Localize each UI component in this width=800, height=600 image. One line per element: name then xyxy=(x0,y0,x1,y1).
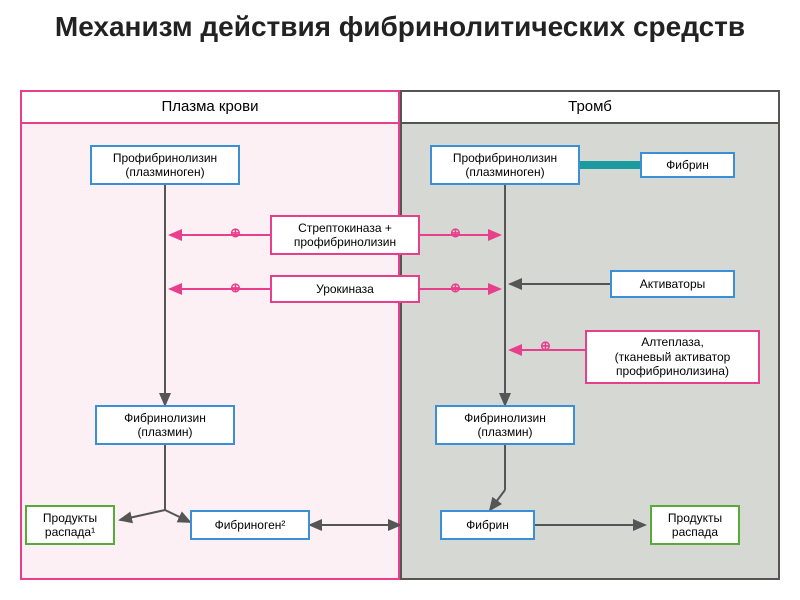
panel-thrombus-header: Тромб xyxy=(402,92,778,124)
node-r_products: Продукты распада xyxy=(650,505,740,545)
plus-mark-0: ⊕ xyxy=(230,225,241,241)
node-strepto: Стрептокиназа + профибринолизин xyxy=(270,215,420,255)
node-r_profib: Профибринолизин (плазминоген) xyxy=(430,145,580,185)
panel-plasma-header: Плазма крови xyxy=(22,92,398,124)
diagram-container: Плазма крови Тромб Профибринолизин (плаз… xyxy=(20,90,780,580)
node-fibrinogen: Фибриноген² xyxy=(190,510,310,540)
node-r_fibrin_top: Фибрин xyxy=(640,152,735,178)
plus-mark-4: ⊕ xyxy=(540,338,551,354)
node-activators: Активаторы xyxy=(610,270,735,298)
node-l_fibrinolysin: Фибринолизин (плазмин) xyxy=(95,405,235,445)
node-urokinase: Урокиназа xyxy=(270,275,420,303)
plus-mark-3: ⊕ xyxy=(450,280,461,296)
page-title: Механизм действия фибринолитических сред… xyxy=(0,0,800,52)
node-l_profib: Профибринолизин (плазминоген) xyxy=(90,145,240,185)
node-l_products: Продукты распада¹ xyxy=(25,505,115,545)
plus-mark-2: ⊕ xyxy=(230,280,241,296)
node-r_fibrinolysin: Фибринолизин (плазмин) xyxy=(435,405,575,445)
node-alteplase: Алтеплаза, (тканевый активатор профибрин… xyxy=(585,330,760,384)
plus-mark-1: ⊕ xyxy=(450,225,461,241)
node-r_fibrin_bot: Фибрин xyxy=(440,510,535,540)
